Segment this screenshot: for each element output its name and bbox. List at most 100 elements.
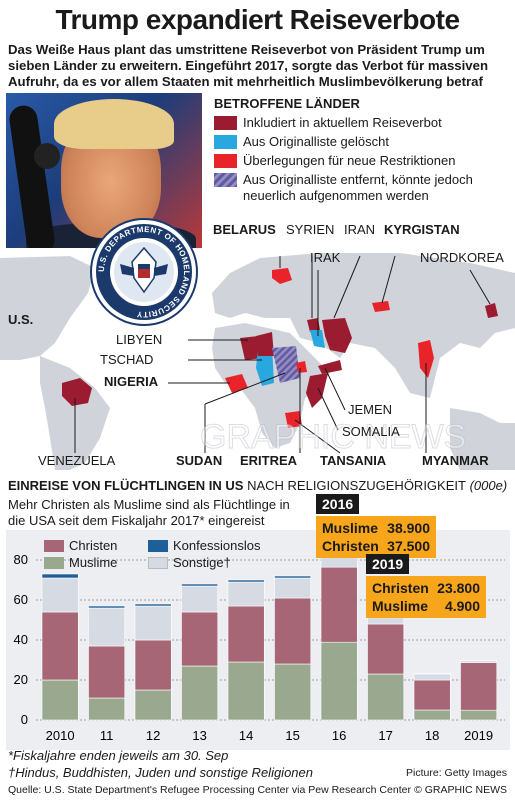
country-tansania <box>285 411 302 428</box>
bar-12-konfessionslos <box>134 603 172 607</box>
xtick-label: 13 <box>192 728 206 743</box>
label-eritrea: ERITREA <box>240 453 298 468</box>
bar-2019-muslime <box>460 709 498 721</box>
page-title: Trump expandiert Reiseverbote <box>55 4 460 35</box>
ytick-label: 40 <box>14 632 28 647</box>
bar-15-konfessionslos <box>274 575 312 579</box>
country-irak <box>310 330 325 348</box>
refugee-chart: 0 20 40 60 80 2010 11 12 13 14 15 16 17 18 2019 Chris… <box>0 494 515 750</box>
country-nordkorea <box>485 303 498 318</box>
dhs-seal: U.S. DEPARTMENT OF HOMELAND SECURITY <box>90 218 198 326</box>
country-venezuela <box>62 378 92 406</box>
country-somalia <box>306 373 328 408</box>
bar-13-konfessionslos <box>181 583 219 587</box>
watermark: GRAPHIC NEWS <box>200 418 466 456</box>
bar-11-sonstige <box>88 607 126 647</box>
xtick-label: 2010 <box>46 728 75 743</box>
bar-15-christen <box>274 597 312 665</box>
world-map: GRAPHIC NEWS BELARUS SYRIEN IRAN KYRGIST… <box>0 222 515 470</box>
chart-subtitle: Mehr Christen als Muslime sind als Flüch… <box>8 497 290 528</box>
intro-text: Das Weiße Haus plant das umstrittene Rei… <box>8 42 489 89</box>
map-legend: BETROFFENE LÄNDER Inkludiert in aktuelle… <box>214 96 510 207</box>
bar-17-muslime <box>367 673 405 721</box>
bar-2010-christen <box>41 611 79 681</box>
copyright: © GRAPHIC NEWS <box>414 784 507 796</box>
swatch-new-restrictions <box>214 154 237 168</box>
map-svg: GRAPHIC NEWS <box>0 248 515 470</box>
bar-13-muslime <box>181 665 219 721</box>
xtick-label: 18 <box>425 728 439 743</box>
bar-18-muslime <box>413 709 451 721</box>
bar-13-sonstige <box>181 585 219 613</box>
country-nigeria <box>225 374 248 393</box>
bar-17-christen <box>367 623 405 675</box>
ytick-label: 20 <box>14 672 28 687</box>
country-kyrgistan <box>372 301 390 312</box>
bar-2010-muslime <box>41 679 79 721</box>
ytick-label: 80 <box>14 552 28 567</box>
label-tschad: TSCHAD <box>100 352 154 367</box>
label-myanmar: MYANMAR <box>422 453 489 468</box>
bar-14-konfessionslos <box>227 579 265 583</box>
ytick-label: 60 <box>14 592 28 607</box>
footnote-other: †Hindus, Buddhisten, Juden und sonstige … <box>8 765 313 780</box>
label-nordkorea: NORDKOREA <box>420 250 504 265</box>
bar-15-sonstige <box>274 577 312 599</box>
picture-credit: Picture: Getty Images <box>406 767 507 779</box>
label-kyrgistan: KYRGISTAN <box>384 222 460 237</box>
footnote-fiscal: *Fiskaljahre enden jeweils am 30. Sep <box>8 748 229 763</box>
bar-16-christen <box>320 566 358 643</box>
source: Quelle: U.S. State Department's Refugee … <box>8 784 411 796</box>
xtick-label: 14 <box>239 728 253 743</box>
callout-2019: 2019 Christen 23.800 Muslime 4.900 <box>366 554 486 618</box>
xtick-label: 11 <box>100 728 114 743</box>
chart-title: EINREISE VON FLÜCHTLINGEN IN US NACH REL… <box>8 478 508 493</box>
xtick-label: 2019 <box>464 728 493 743</box>
xtick-label: 17 <box>378 728 392 743</box>
bar-14-sonstige <box>227 581 265 607</box>
bar-15-muslime <box>274 663 312 721</box>
swatch-removed <box>214 135 237 149</box>
country-libyen <box>240 336 262 360</box>
bar-12-muslime <box>134 689 172 721</box>
label-sudan: SUDAN <box>176 453 223 468</box>
label-syrien: SYRIEN <box>286 222 335 237</box>
country-iran <box>322 318 352 353</box>
bar-18-konfessionslos <box>413 673 451 675</box>
country-belarus <box>272 268 292 284</box>
label-venezuela: VENEZUELA <box>38 453 116 468</box>
xtick-label: 16 <box>332 728 346 743</box>
bar-18-christen <box>413 679 451 711</box>
country-syrien <box>307 318 320 332</box>
label-somalia: SOMALIA <box>342 424 400 439</box>
legend-item-current-ban: Inkludiert in aktuellem Reiseverbot <box>214 115 510 131</box>
country-jemen <box>318 360 342 374</box>
chart-legend-christen: Christen <box>44 538 117 553</box>
legend-item-may-return: Aus Originalliste entfernt, könnte jedoc… <box>214 172 510 204</box>
legend-item-removed: Aus Originalliste gelöscht <box>214 134 510 150</box>
label-tansania: TANSANIA <box>320 453 387 468</box>
label-nigeria: NIGERIA <box>104 374 159 389</box>
legend-title: BETROFFENE LÄNDER <box>214 96 360 111</box>
ytick-label: 0 <box>21 712 28 727</box>
country-myanmar <box>418 340 434 378</box>
swatch-current-ban <box>214 116 237 130</box>
bar-18-sonstige <box>413 673 451 681</box>
country-sudan <box>272 346 300 383</box>
label-jemen: JEMEN <box>348 402 393 417</box>
country-eritrea <box>296 361 307 373</box>
bar-16-muslime <box>320 641 358 721</box>
xtick-label: 15 <box>285 728 299 743</box>
bar-11-christen <box>88 645 126 699</box>
xtick-label: 12 <box>146 728 160 743</box>
bar-2010-konfessionslos <box>41 573 79 579</box>
callout-2016: 2016 Muslime 38.900 Christen 37.500 <box>316 494 436 558</box>
chart-legend-konfessionslos: Konfessionslos <box>148 538 260 553</box>
legend-item-new-restrictions: Überlegungen für neue Restriktionen <box>214 153 510 169</box>
country-libyen-east <box>256 332 274 356</box>
chart-legend-sonstige: Sonstige† <box>148 555 231 570</box>
swatch-may-return <box>214 173 237 187</box>
bar-2019-christen <box>460 662 498 711</box>
chart-svg: 0 20 40 60 80 2010 11 12 13 14 15 16 17 18 2019 <box>6 530 510 750</box>
chart-legend-muslime: Muslime <box>44 555 117 570</box>
